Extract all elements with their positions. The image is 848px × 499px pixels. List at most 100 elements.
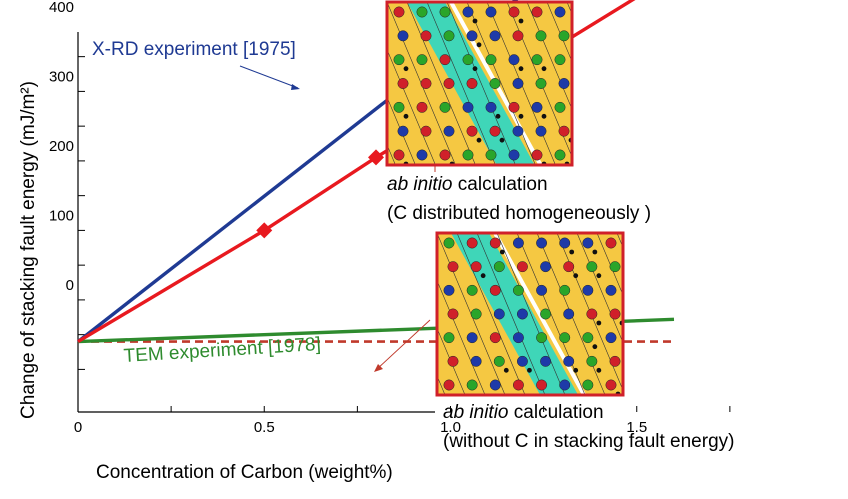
atom [535, 125, 547, 137]
xrd-pointer-head [291, 84, 300, 90]
atom [439, 149, 451, 161]
fault-boundary [493, 233, 586, 395]
atom [582, 237, 594, 249]
caption-1-line2: (C distributed homogeneously ) [387, 203, 651, 224]
atom [485, 149, 497, 161]
atom [554, 6, 566, 18]
inset-border [435, 231, 625, 397]
atom [470, 355, 482, 367]
atom [443, 284, 455, 296]
lattice-line [307, 2, 375, 165]
atom [554, 149, 566, 161]
lattice-line [267, 2, 335, 165]
carbon-atom [541, 113, 547, 119]
xrd-annotation: X-RD experiment [1975] [92, 39, 296, 60]
plot-area: 5004003002001000 00.51.01.5 [49, 0, 731, 436]
atom [489, 332, 501, 344]
carbon-atom [518, 113, 524, 119]
atom [416, 101, 428, 113]
atom [397, 78, 409, 89]
lattice-line [437, 375, 446, 395]
atom [559, 284, 571, 296]
atom [563, 308, 575, 320]
atom [470, 261, 482, 273]
atom [531, 54, 543, 66]
atom [443, 237, 455, 249]
atom [443, 125, 455, 137]
atom [605, 379, 617, 391]
atom [420, 78, 432, 89]
carbon-atom [476, 137, 482, 143]
atom [563, 355, 575, 367]
atom [447, 261, 459, 273]
atom [489, 284, 501, 296]
carbon-atom [518, 18, 524, 24]
xrd-pointer [239, 65, 299, 89]
caption-2-line1: ab initio calculation [443, 402, 604, 423]
carbon-atom [596, 273, 602, 279]
carbon-atom [573, 273, 579, 279]
atom [536, 237, 548, 249]
atom [489, 379, 501, 391]
atom [535, 78, 547, 89]
atom [516, 355, 528, 367]
dashed-pointer-head [374, 364, 383, 372]
lattice-line [406, 2, 476, 165]
carbon-atom [499, 137, 505, 143]
atom [489, 30, 501, 42]
atom [420, 125, 432, 137]
atom [512, 78, 524, 89]
x-ticks: 0 0.5 1.0 1.5 [74, 406, 731, 436]
carbon-atom [403, 113, 409, 119]
lattice-line [466, 2, 536, 165]
atom [485, 6, 497, 18]
atom [462, 149, 474, 161]
atom [470, 308, 482, 320]
y-tick-label: 0 [66, 277, 74, 294]
carbon-atom [403, 66, 409, 72]
data-point-marker [256, 222, 273, 239]
atom [466, 30, 478, 42]
atom [493, 261, 505, 273]
atom [416, 54, 428, 66]
atom [489, 125, 501, 137]
atom [485, 101, 497, 113]
atom [466, 284, 478, 296]
carbon-atom [573, 367, 579, 373]
carbon-atom [499, 249, 505, 255]
atom [554, 101, 566, 113]
atom [512, 284, 524, 296]
atom [586, 355, 598, 367]
atom [582, 284, 594, 296]
y-ticks: 5004003002001000 [49, 0, 85, 370]
inset-homogeneous [267, 0, 574, 167]
carbon-atom [480, 273, 486, 279]
atom [508, 101, 520, 113]
atom [508, 6, 520, 18]
lattice-line [566, 2, 572, 15]
atom [443, 30, 455, 42]
atom [393, 149, 405, 161]
atom [393, 6, 405, 18]
x-tick-label: 0.5 [254, 419, 275, 436]
lattice-line [337, 233, 405, 395]
atom [466, 379, 478, 391]
atom [531, 149, 543, 161]
carbon-atom [541, 66, 547, 72]
atom [443, 78, 455, 89]
atom [462, 6, 474, 18]
atom [489, 78, 501, 89]
atom [489, 237, 501, 249]
atom [439, 54, 451, 66]
atom [397, 125, 409, 137]
atom [439, 101, 451, 113]
atom [605, 332, 617, 344]
carbon-atom [495, 113, 501, 119]
atom [416, 149, 428, 161]
atom [416, 6, 428, 18]
data-point-marker [368, 149, 384, 166]
atom [586, 308, 598, 320]
carbon-atom [476, 42, 482, 48]
atom [397, 30, 409, 42]
